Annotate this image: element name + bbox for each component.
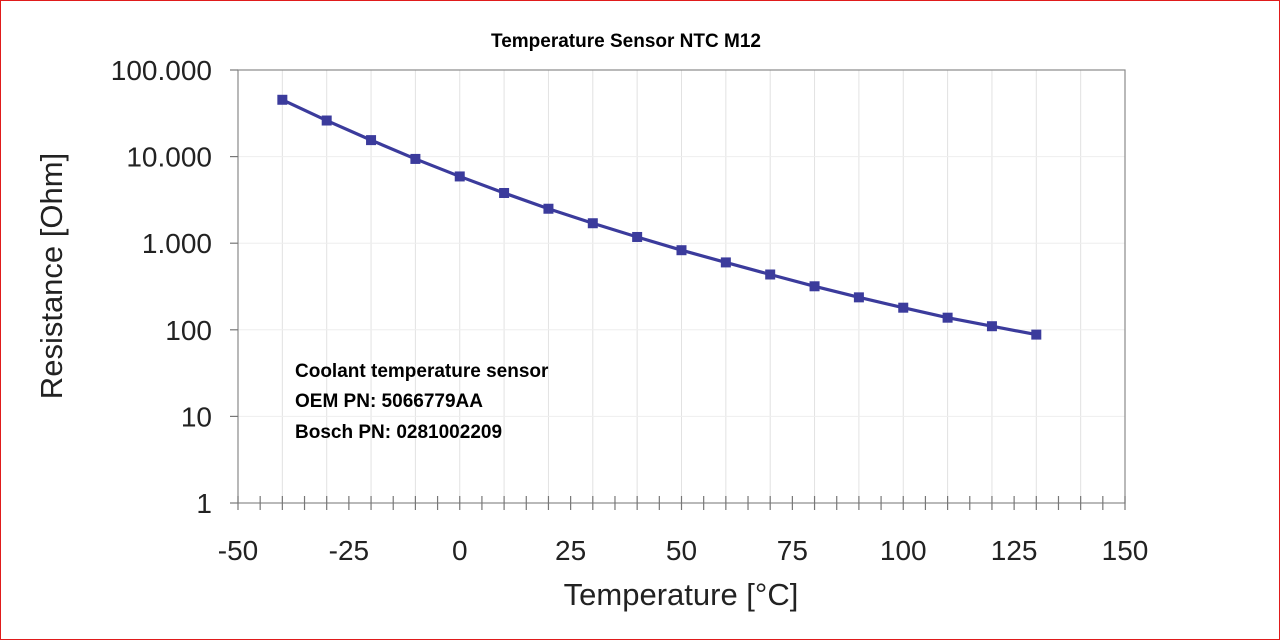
y-tick-label: 100 xyxy=(165,315,212,346)
data-point xyxy=(410,153,421,164)
x-tick-label: -25 xyxy=(329,535,369,566)
labels: Temperature Sensor NTC M12 Temperature [… xyxy=(34,31,798,612)
data-point xyxy=(942,312,953,323)
x-tick-label: 0 xyxy=(452,535,468,566)
x-tick-label: 100 xyxy=(880,535,927,566)
annotation-line-2: OEM PN: 5066779AA xyxy=(295,391,483,412)
data-point xyxy=(676,245,687,256)
y-tick-label: 10.000 xyxy=(126,142,212,173)
data-point xyxy=(321,115,332,126)
data-point xyxy=(986,321,997,332)
x-tick-label: 150 xyxy=(1102,535,1149,566)
data-point xyxy=(454,171,465,182)
series-line xyxy=(281,98,1037,337)
y-tick-label: 1 xyxy=(196,488,212,519)
data-point xyxy=(898,302,909,313)
x-tick-label: 125 xyxy=(991,535,1038,566)
data-point xyxy=(499,187,510,198)
annotation-line-3: Bosch PN: 0281002209 xyxy=(295,422,502,443)
y-tick-label: 100.000 xyxy=(111,55,212,86)
x-tick-label: 25 xyxy=(555,535,586,566)
data-point xyxy=(366,135,377,146)
y-tick-label: 1.000 xyxy=(142,228,212,259)
y-tick-label: 10 xyxy=(181,401,212,432)
x-axis-label: Temperature [°C] xyxy=(564,577,799,612)
data-point xyxy=(277,94,288,105)
x-tick-label: 50 xyxy=(666,535,697,566)
data-point xyxy=(1031,329,1042,340)
data-point xyxy=(543,203,554,214)
data-point xyxy=(720,257,731,268)
data-point xyxy=(853,292,864,303)
x-tick-label: -50 xyxy=(218,535,258,566)
data-point xyxy=(632,231,643,242)
data-point xyxy=(587,218,598,229)
series xyxy=(277,94,1042,340)
data-point xyxy=(765,269,776,280)
y-axis-label: Resistance [Ohm] xyxy=(34,153,69,399)
axes: 1 10 100 1.000 10.000 100.000 -50 -25 0 25 50 75 100… xyxy=(111,55,1149,566)
data-point xyxy=(809,281,820,292)
x-tick-label: 75 xyxy=(777,535,808,566)
chart-title: Temperature Sensor NTC M12 xyxy=(491,31,761,52)
annotation-line-1: Coolant temperature sensor xyxy=(295,361,549,382)
